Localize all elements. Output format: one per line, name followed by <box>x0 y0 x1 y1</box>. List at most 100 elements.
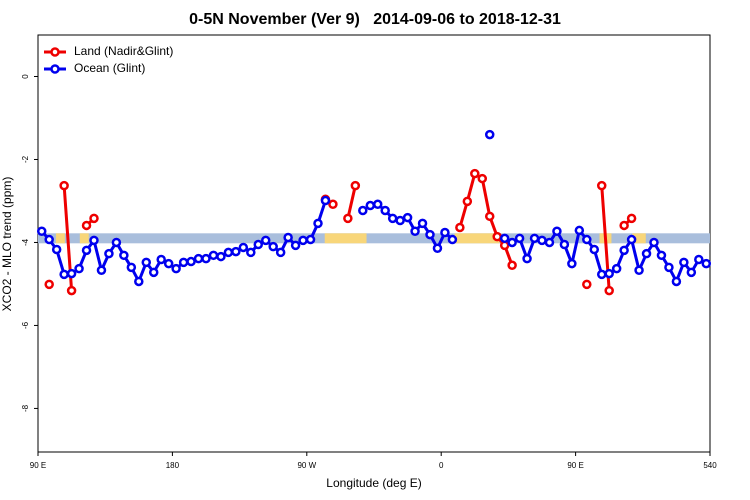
point <box>156 254 166 265</box>
point <box>111 237 122 248</box>
x-tick-label: 90 W <box>297 461 316 470</box>
point <box>582 234 592 245</box>
point <box>238 242 249 253</box>
point <box>522 253 532 264</box>
point <box>574 225 585 236</box>
point <box>455 222 465 233</box>
point <box>634 265 644 276</box>
point <box>104 248 114 259</box>
point <box>619 220 629 231</box>
point <box>66 285 77 296</box>
point <box>59 269 69 280</box>
point <box>268 241 278 252</box>
point <box>462 196 473 207</box>
point <box>484 211 495 222</box>
x-axis-label: Longitude (deg E) <box>326 476 421 490</box>
point <box>425 229 435 240</box>
point <box>507 260 517 271</box>
point <box>328 199 338 210</box>
y-tick-label: -4 <box>21 238 30 246</box>
point <box>223 247 234 258</box>
y-tick-label: -6 <box>21 321 30 329</box>
point <box>163 258 174 269</box>
point <box>499 233 510 244</box>
point <box>193 253 204 264</box>
band-highlight <box>632 233 646 244</box>
point <box>596 180 607 191</box>
x-tick-label: 90 E <box>30 461 46 470</box>
point <box>470 168 480 179</box>
band <box>38 233 710 244</box>
x-tick-label: 180 <box>166 461 180 470</box>
point <box>567 258 577 269</box>
point <box>552 226 562 237</box>
x-tick-label: 540 <box>703 461 717 470</box>
point <box>44 279 54 290</box>
y-tick-label: -2 <box>21 155 30 163</box>
point <box>619 245 629 256</box>
point <box>51 244 62 255</box>
point <box>74 263 84 274</box>
point <box>694 254 704 265</box>
point <box>89 213 99 224</box>
point <box>701 258 712 269</box>
point <box>626 213 637 224</box>
band-highlight <box>454 233 500 244</box>
point <box>313 218 323 229</box>
point <box>432 243 443 254</box>
point <box>59 180 69 191</box>
point <box>656 250 667 261</box>
point <box>246 247 256 258</box>
point <box>492 231 502 242</box>
point <box>387 213 398 224</box>
point <box>253 239 264 250</box>
point <box>447 234 458 245</box>
y-tick-label: 0 <box>21 74 30 79</box>
point <box>231 246 241 257</box>
point <box>208 250 219 261</box>
point <box>298 235 308 246</box>
point <box>358 205 368 216</box>
band-highlight <box>55 233 65 244</box>
point <box>410 226 420 237</box>
point <box>201 253 211 264</box>
point <box>484 129 495 140</box>
point <box>290 240 301 251</box>
point <box>141 257 152 268</box>
point <box>305 234 316 245</box>
point <box>178 257 189 268</box>
point <box>81 245 92 256</box>
point <box>186 256 196 267</box>
point <box>343 213 353 224</box>
point <box>582 279 592 290</box>
point <box>66 268 77 279</box>
plot-frame <box>37 34 711 453</box>
point <box>604 268 614 279</box>
point <box>477 173 488 184</box>
legend-label: Ocean (Glint) <box>74 61 145 75</box>
point <box>372 199 383 210</box>
point <box>537 235 547 246</box>
point <box>275 247 286 258</box>
point <box>44 234 54 245</box>
point <box>604 285 614 296</box>
point <box>671 276 682 287</box>
band-highlight <box>79 233 89 244</box>
x-tick-label: 90 E <box>567 461 583 470</box>
point <box>320 195 331 206</box>
legend-marker <box>50 64 60 74</box>
point <box>148 267 159 278</box>
point <box>664 262 674 273</box>
point <box>529 233 540 244</box>
point <box>350 180 361 191</box>
legend-marker <box>50 47 60 57</box>
chart-title: 0-5N November (Ver 9) 2014-09-06 to 2018… <box>189 11 561 28</box>
point <box>544 237 555 248</box>
point <box>365 200 376 211</box>
point <box>402 212 413 223</box>
point <box>89 235 99 246</box>
point <box>507 237 517 248</box>
point <box>440 227 450 238</box>
